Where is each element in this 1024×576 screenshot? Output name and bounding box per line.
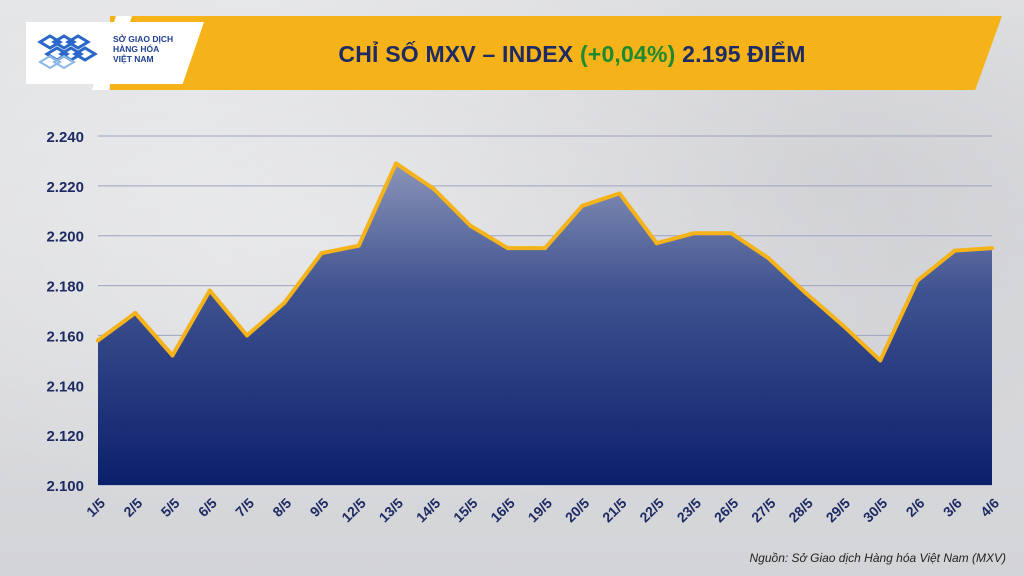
data-point	[133, 310, 138, 315]
x-tick-label: 23/5	[674, 495, 705, 526]
x-tick-label: 5/5	[158, 495, 183, 520]
y-tick-label: 2.140	[46, 378, 84, 395]
x-tick-label: 22/5	[636, 495, 667, 526]
x-tick-label: 14/5	[413, 495, 444, 526]
data-point	[394, 161, 398, 166]
x-tick-label: 9/5	[307, 495, 332, 520]
data-point	[505, 246, 510, 251]
data-point	[729, 231, 734, 236]
title-value: 2.195 ĐIỂM	[682, 41, 806, 67]
x-tick-label: 6/5	[195, 495, 220, 520]
x-tick-label: 28/5	[785, 495, 816, 526]
y-tick-label: 2.120	[46, 428, 84, 445]
y-tick-label: 2.160	[46, 328, 84, 345]
logo-line-3: VIỆT NAM	[113, 54, 154, 64]
x-tick-label: 13/5	[376, 495, 407, 526]
x-tick-label: 27/5	[748, 495, 779, 526]
x-tick-label: 7/5	[232, 495, 257, 520]
title-prefix: CHỈ SỐ MXV – INDEX	[338, 41, 574, 67]
x-tick-label: 4/6	[977, 495, 1002, 520]
data-point	[96, 338, 100, 343]
x-tick-label: 1/5	[83, 495, 108, 520]
data-point	[543, 246, 547, 251]
logo-box	[26, 22, 204, 84]
line-series	[96, 161, 994, 363]
data-point	[356, 243, 361, 248]
data-point	[245, 333, 249, 338]
chart-title: CHỈ SỐ MXV – INDEX (+0,04%) 2.195 ĐIỂM	[232, 34, 912, 74]
y-tick-label: 2.200	[46, 229, 84, 246]
x-tick-label: 29/5	[823, 495, 854, 526]
x-tick-label: 15/5	[450, 495, 481, 526]
header-band	[110, 16, 1002, 90]
data-point	[878, 358, 883, 363]
data-point	[468, 223, 473, 228]
mxv-logo-icon	[37, 34, 98, 70]
x-tick-label: 3/6	[940, 495, 965, 520]
data-point	[654, 241, 659, 246]
data-point	[617, 191, 622, 196]
x-tick-label: 2/6	[903, 495, 928, 520]
source-note: Nguồn: Sở Giao dịch Hàng hóa Việt Nam (M…	[749, 551, 1007, 565]
y-tick-label: 2.180	[46, 279, 84, 296]
area-fill	[98, 163, 992, 485]
data-point	[952, 248, 957, 253]
x-tick-label: 2/5	[120, 495, 145, 520]
data-point	[803, 291, 808, 296]
data-point	[692, 231, 696, 236]
x-axis-ticks: 1/5 2/5 5/5 6/5 7/5 8/5 9/5 12/5 13/5 14/5 15/5 16/…	[83, 495, 1002, 526]
logo-text: SỞ GIAO DỊCH HÀNG HÓA VIỆT NAM	[113, 34, 203, 64]
x-tick-label: 16/5	[487, 495, 518, 526]
data-point	[580, 203, 585, 208]
data-point	[990, 246, 994, 251]
data-point	[766, 256, 771, 261]
y-tick-label: 2.240	[46, 129, 84, 146]
x-tick-label: 12/5	[338, 495, 369, 526]
x-tick-label: 8/5	[269, 495, 294, 520]
title-change: (+0,04%)	[579, 41, 676, 67]
x-tick-label: 30/5	[860, 495, 891, 526]
data-point	[319, 251, 324, 256]
y-tick-label: 2.220	[46, 179, 84, 196]
y-axis-ticks: 2.100 2.120 2.140 2.160 2.180 2.200 2.220 2.240	[46, 129, 84, 495]
logo-line-1: SỞ GIAO DỊCH	[113, 34, 174, 44]
logo-line-2: HÀNG HÓA	[113, 44, 160, 54]
data-point	[170, 353, 175, 358]
data-point	[915, 278, 920, 283]
data-point	[207, 288, 212, 293]
x-tick-label: 26/5	[711, 495, 742, 526]
area-series	[98, 163, 992, 485]
data-point	[431, 186, 436, 191]
x-tick-label: 19/5	[525, 495, 556, 526]
data-point	[282, 301, 287, 306]
y-tick-label: 2.100	[46, 478, 84, 495]
x-tick-label: 21/5	[599, 495, 630, 526]
x-tick-label: 20/5	[562, 495, 593, 526]
data-point	[841, 323, 845, 328]
